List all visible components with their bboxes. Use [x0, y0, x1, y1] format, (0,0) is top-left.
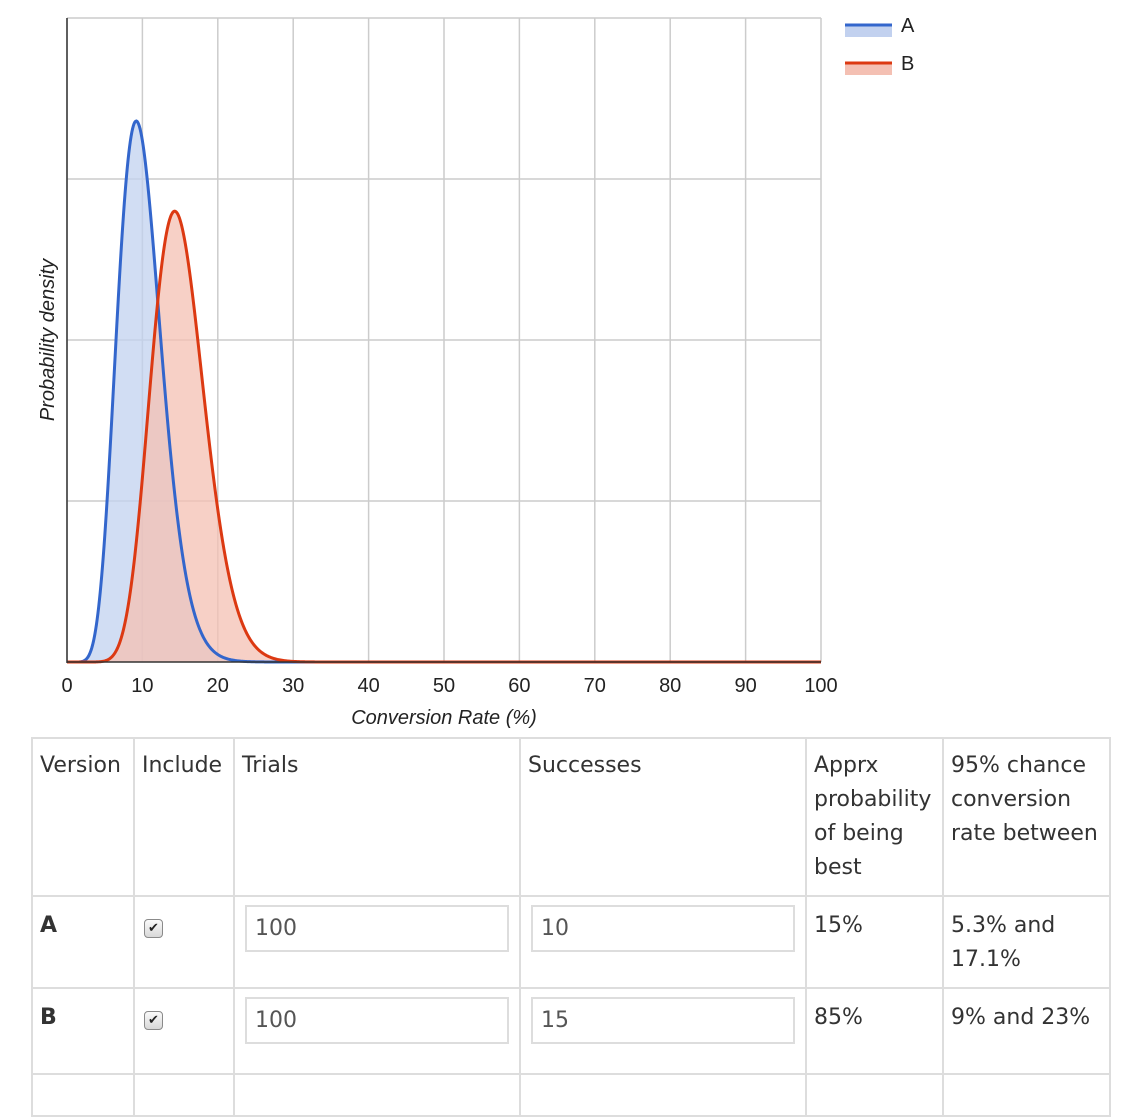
legend-label-b: B: [901, 53, 914, 75]
y-axis-title: Probability density: [37, 258, 59, 421]
trials-cell: [233, 895, 521, 989]
series-b-area: [67, 211, 821, 662]
legend-swatch-b: [845, 63, 892, 75]
include-cell: ✔: [133, 895, 235, 989]
version-cell: B: [31, 987, 135, 1075]
trials-input[interactable]: [245, 905, 509, 952]
x-tick-label: 40: [357, 675, 379, 697]
legend-label-a: A: [901, 15, 915, 37]
header-successes: Successes: [519, 737, 807, 897]
x-tick-label: 0: [61, 675, 72, 697]
checkmark-icon: ✔: [148, 1013, 159, 1028]
successes-input[interactable]: [531, 905, 795, 952]
include-checkbox[interactable]: ✔: [144, 919, 163, 938]
table-row-partial: [31, 1073, 1111, 1117]
results-table: Version Include Trials Successes Apprx p…: [31, 737, 1111, 1117]
chart-axes: [66, 18, 821, 663]
conversion-rate-density-chart: 0 10 20 30 40 50 60 70 80 90 100 Conversion Rate (…: [37, 15, 915, 729]
table-row: A ✔ 15% 5.3% and 17.1%: [31, 895, 1111, 989]
x-tick-label: 30: [282, 675, 304, 697]
probability-best-cell: 85%: [805, 987, 944, 1075]
trials-input[interactable]: [245, 997, 509, 1044]
checkmark-icon: ✔: [148, 921, 159, 936]
trials-cell: [233, 987, 521, 1075]
successes-cell: [519, 895, 807, 989]
header-trials: Trials: [233, 737, 521, 897]
x-tick-label: 100: [804, 675, 837, 697]
x-tick-label: 90: [734, 675, 756, 697]
legend-swatch-a: [845, 25, 892, 37]
include-checkbox[interactable]: ✔: [144, 1011, 163, 1030]
chart-legend: AB: [845, 15, 915, 75]
successes-input[interactable]: [531, 997, 795, 1044]
successes-cell: [519, 987, 807, 1075]
table-header-row: Version Include Trials Successes Apprx p…: [31, 737, 1111, 897]
x-tick-label: 10: [131, 675, 153, 697]
table-row: B ✔ 85% 9% and 23%: [31, 987, 1111, 1075]
header-version: Version: [31, 737, 135, 897]
x-tick-label: 60: [508, 675, 530, 697]
x-axis-title: Conversion Rate (%): [351, 707, 537, 729]
header-probability-best: Apprx probability of being best: [805, 737, 944, 897]
include-cell: ✔: [133, 987, 235, 1075]
header-confidence-interval: 95% chance conversion rate between: [942, 737, 1111, 897]
x-axis-tick-labels: 0 10 20 30 40 50 60 70 80 90 100: [61, 675, 837, 697]
interval-cell: 5.3% and 17.1%: [942, 895, 1111, 989]
x-tick-label: 80: [659, 675, 681, 697]
header-include: Include: [133, 737, 235, 897]
probability-best-cell: 15%: [805, 895, 944, 989]
x-tick-label: 20: [207, 675, 229, 697]
x-tick-label: 70: [584, 675, 606, 697]
interval-cell: 9% and 23%: [942, 987, 1111, 1075]
x-tick-label: 50: [433, 675, 455, 697]
version-cell: A: [31, 895, 135, 989]
chart-gridlines: [66, 17, 822, 662]
